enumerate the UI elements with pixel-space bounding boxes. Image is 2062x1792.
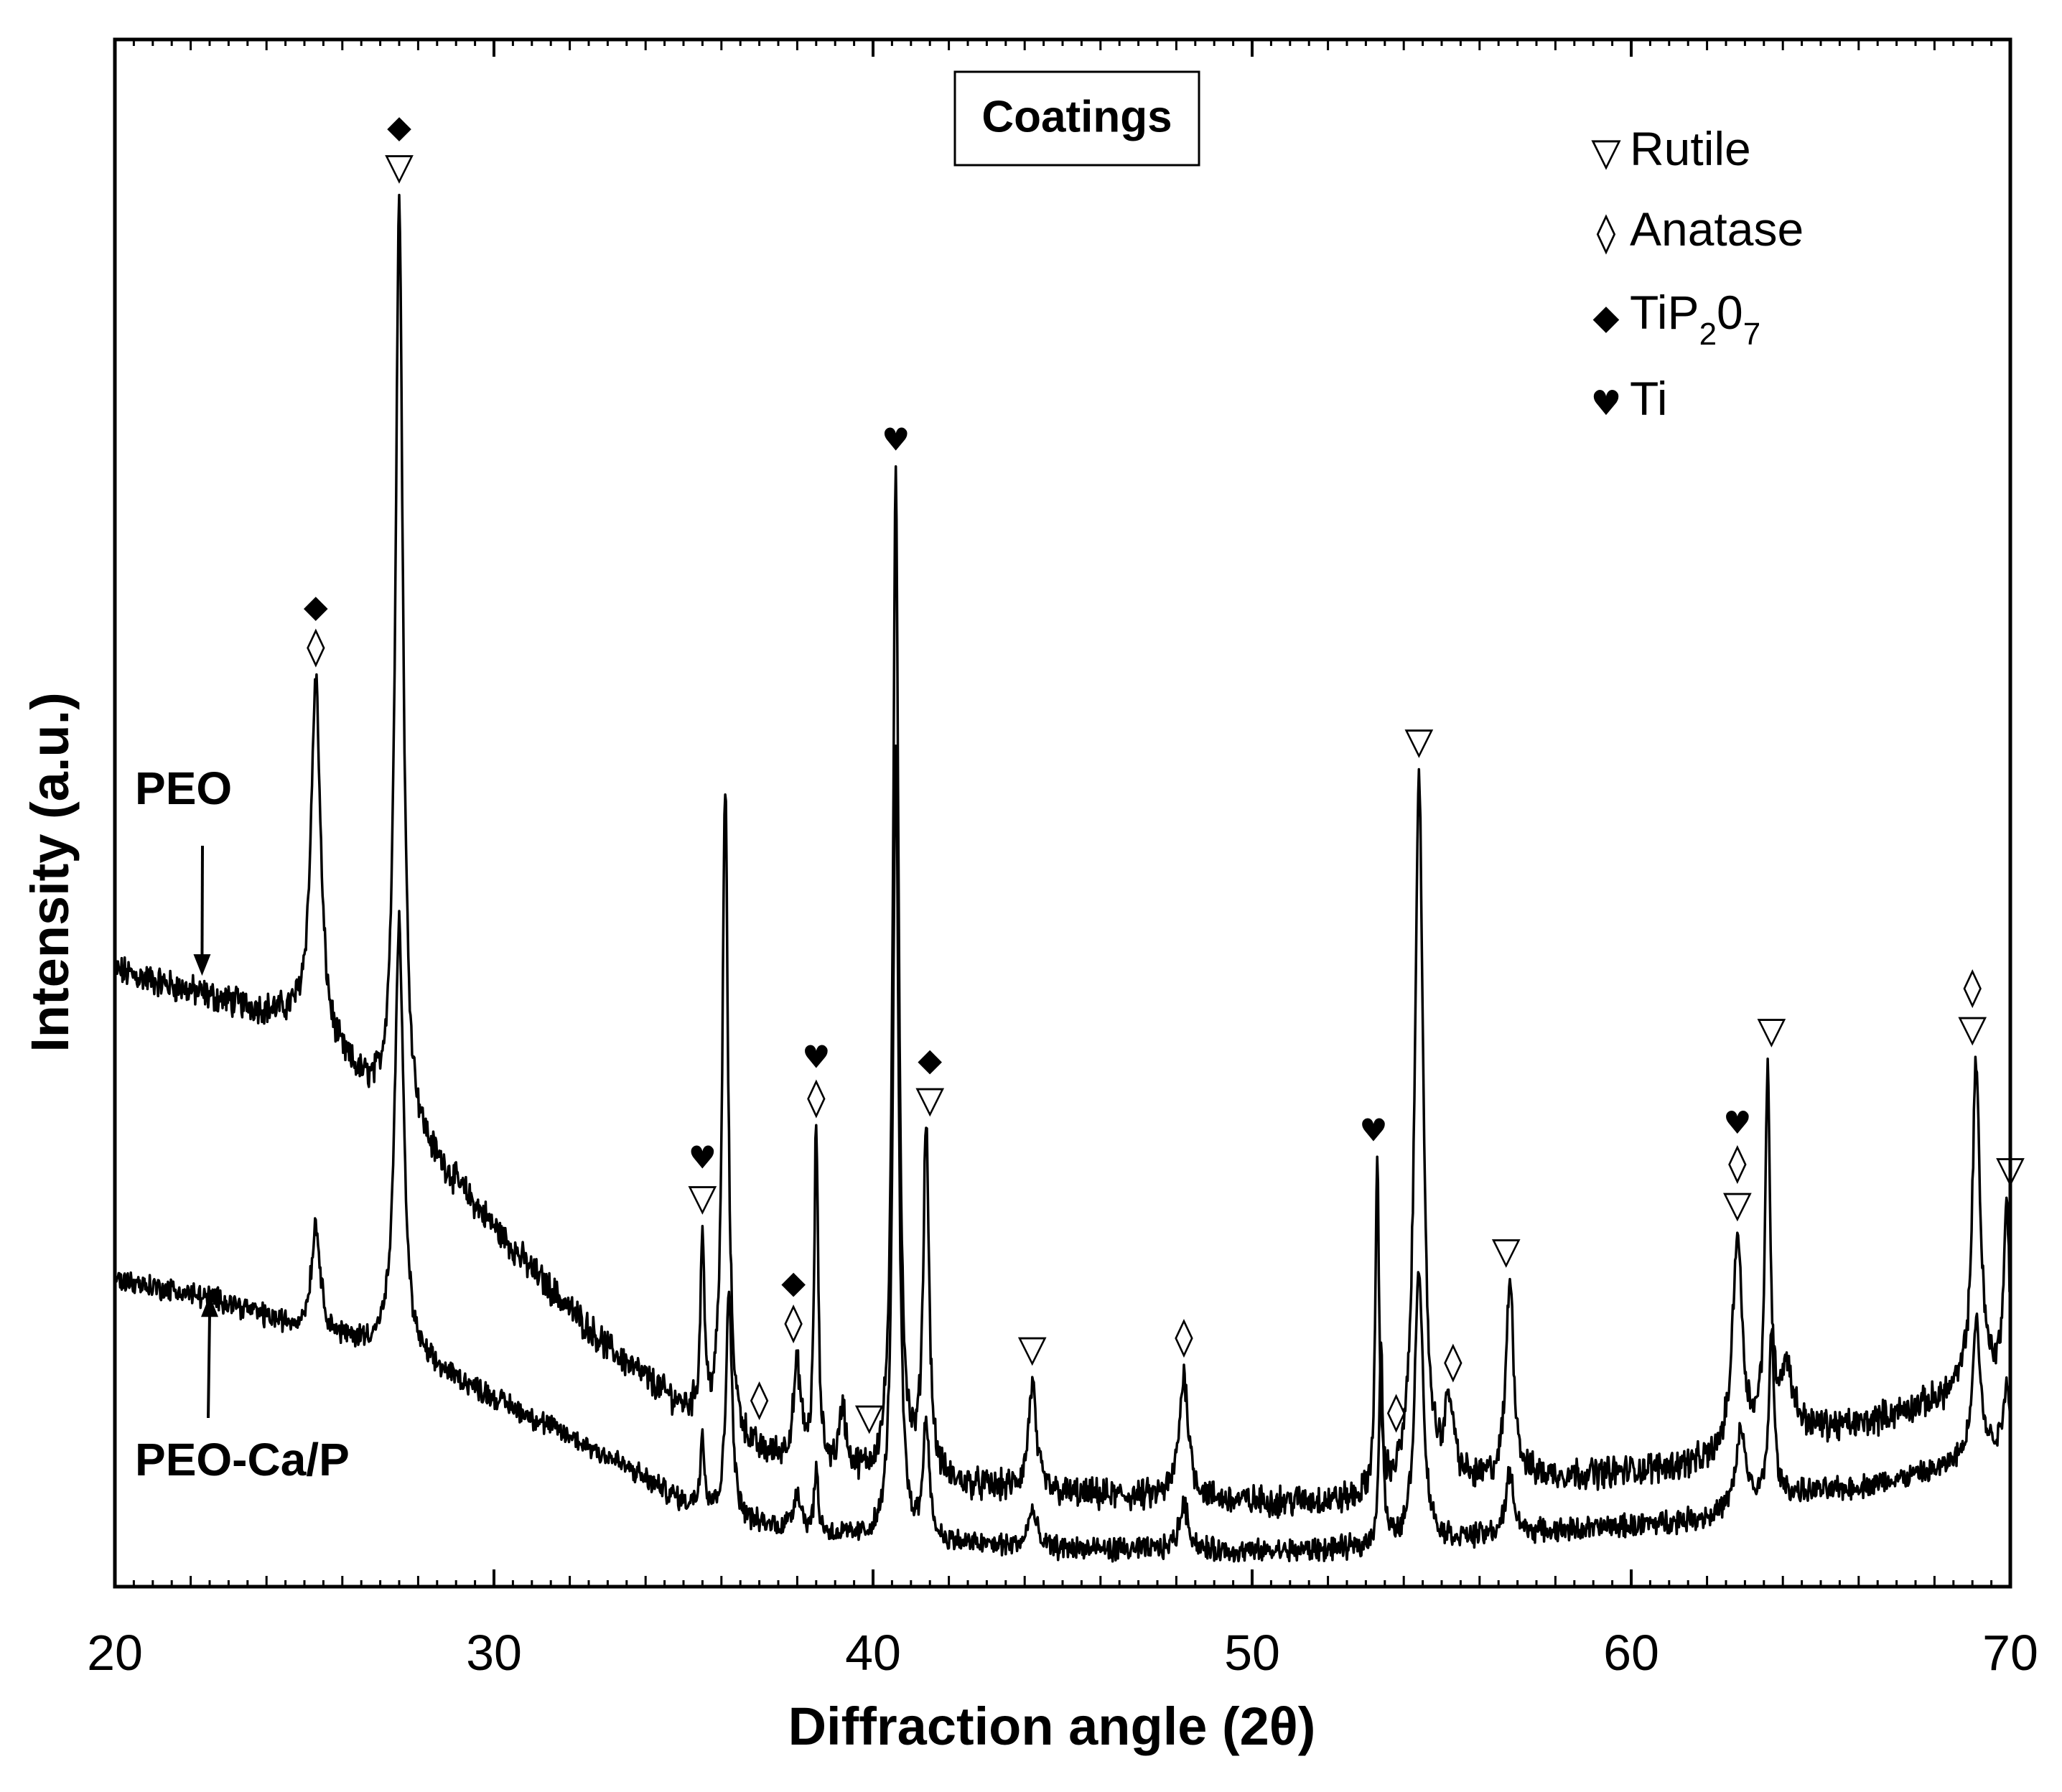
peak-annotation: ◊♥ (802, 1039, 830, 1119)
legend: ▽ Rutile◊ Anatase◆ TiP207♥ Ti (1590, 122, 1804, 425)
x-tick-label: 40 (845, 1625, 901, 1681)
legend-label: Ti (1630, 372, 1668, 425)
tip2o7-marker: ◆ (387, 109, 411, 146)
peak-annotation: ♥ (1359, 1112, 1387, 1149)
anatase-marker: ◊ (1444, 1340, 1462, 1383)
peak-annotations: ◊◆▽◆▽♥◊◊◆◊♥▽♥▽◆▽ ◊♥◊▽◊▽▽◊♥▽ ▽◊▽ (304, 109, 2025, 1439)
rutile-marker: ▽ (1757, 1009, 1786, 1053)
series-label: PEO (135, 762, 232, 814)
legend-item-rutile: ▽ Rutile (1591, 122, 1751, 175)
series-arrow (193, 845, 211, 976)
ti-marker: ♥ (802, 1039, 830, 1075)
ti-marker: ♥ (689, 1140, 717, 1177)
peak-annotation: ▽ (1996, 1148, 2025, 1191)
series-line-peo-ca-p (113, 745, 2012, 1563)
legend-label: Rutile (1630, 122, 1751, 175)
legend-label-sub: 2 (1699, 317, 1717, 352)
tip2o7-marker: ◆ (304, 589, 328, 625)
anatase-marker: ◊ (750, 1378, 769, 1421)
anatase-marker: ◊ (1175, 1315, 1193, 1358)
series-line-peo (113, 193, 2011, 1519)
anatase-legend-icon: ◊ (1597, 210, 1616, 255)
peak-annotation: ▽ (1018, 1327, 1047, 1371)
rutile-marker: ▽ (688, 1177, 717, 1220)
ti-marker: ♥ (1359, 1112, 1387, 1149)
rutile-marker: ▽ (855, 1396, 884, 1439)
ti-marker: ♥ (882, 422, 910, 459)
anatase-marker: ◊ (1387, 1391, 1406, 1434)
peak-annotation: ▽ (855, 1396, 884, 1439)
peak-annotation: ▽◊♥ (1723, 1105, 1752, 1226)
rutile-marker: ▽ (1996, 1148, 2025, 1191)
legend-label: TiP207 (1630, 286, 1760, 352)
chart-title: Coatings (981, 92, 1172, 141)
peak-annotation: ▽ (1492, 1230, 1521, 1273)
anatase-marker: ◊ (1963, 966, 1982, 1009)
series-arrow (201, 1295, 218, 1419)
legend-label: Anatase (1630, 202, 1804, 256)
x-tick-label: 60 (1603, 1625, 1659, 1681)
anatase-marker: ◊ (1728, 1142, 1747, 1185)
peak-annotation: ▽◆ (385, 109, 414, 189)
peak-annotation: ▽◆ (915, 1042, 944, 1121)
rutile-marker: ▽ (1723, 1183, 1752, 1226)
tip2o7-marker: ◆ (918, 1042, 942, 1078)
rutile-marker: ▽ (1404, 720, 1433, 763)
tip2o7-marker: ◆ (781, 1264, 806, 1301)
x-tick-label: 20 (87, 1625, 143, 1681)
ti-marker: ♥ (1723, 1105, 1751, 1142)
rutile-marker: ▽ (915, 1078, 944, 1121)
series-layer (113, 193, 2012, 1563)
peak-annotation: ◊ (1175, 1315, 1193, 1358)
legend-label-sub: 7 (1743, 317, 1760, 352)
peak-annotation: ◊◆ (781, 1264, 806, 1344)
axis-ticks (113, 39, 2012, 1587)
legend-item-anatase: ◊ Anatase (1597, 202, 1804, 256)
x-tick-label: 50 (1224, 1625, 1280, 1681)
y-axis-title: Intensity (a.u.) (20, 692, 80, 1053)
peak-annotation: ◊ (1444, 1340, 1462, 1383)
rutile-marker: ▽ (1958, 1007, 1987, 1050)
peak-annotation: ▽ (1757, 1009, 1786, 1053)
anatase-marker: ◊ (784, 1301, 803, 1344)
series-label: PEO-Ca/P (135, 1434, 350, 1485)
rutile-legend-icon: ▽ (1591, 129, 1621, 174)
legend-label-mid: 0 (1717, 286, 1743, 339)
ti-legend-icon: ♥ (1590, 383, 1621, 424)
arrow-shaft (207, 1314, 211, 1419)
peak-annotation: ▽ (1404, 720, 1433, 763)
peak-annotation: ◊ (750, 1378, 769, 1421)
peak-annotation: ♥ (882, 422, 910, 459)
peak-annotation: ▽◊ (1958, 966, 1987, 1050)
arrow-head (193, 954, 211, 976)
peak-annotation: ▽♥ (688, 1140, 717, 1220)
arrow-head (201, 1295, 218, 1317)
chart-title-box: Coatings (953, 70, 1200, 167)
legend-label-main: TiP (1630, 286, 1699, 339)
series-labels: PEO PEO-Ca/P (135, 762, 350, 1485)
x-tick-labels: 20 30 40 50 60 70 (87, 1625, 2038, 1681)
rutile-marker: ▽ (1492, 1230, 1521, 1273)
peak-annotation: ◊ (1387, 1391, 1406, 1434)
x-axis-title: Diffraction angle (2θ) (788, 1697, 1316, 1756)
legend-item-ti: ♥ Ti (1590, 372, 1667, 425)
tip2o7-legend-icon: ◆ (1593, 297, 1620, 337)
legend-item-tip2o7: ◆ TiP207 (1593, 286, 1761, 352)
anatase-marker: ◊ (807, 1075, 826, 1119)
rutile-marker: ▽ (385, 146, 414, 189)
rutile-marker: ▽ (1018, 1327, 1047, 1371)
peak-annotation: ◊◆ (304, 589, 328, 668)
anatase-marker: ◊ (307, 625, 325, 668)
title-box-border (953, 70, 1200, 167)
x-tick-label: 70 (1982, 1625, 2038, 1681)
x-tick-label: 30 (466, 1625, 522, 1681)
